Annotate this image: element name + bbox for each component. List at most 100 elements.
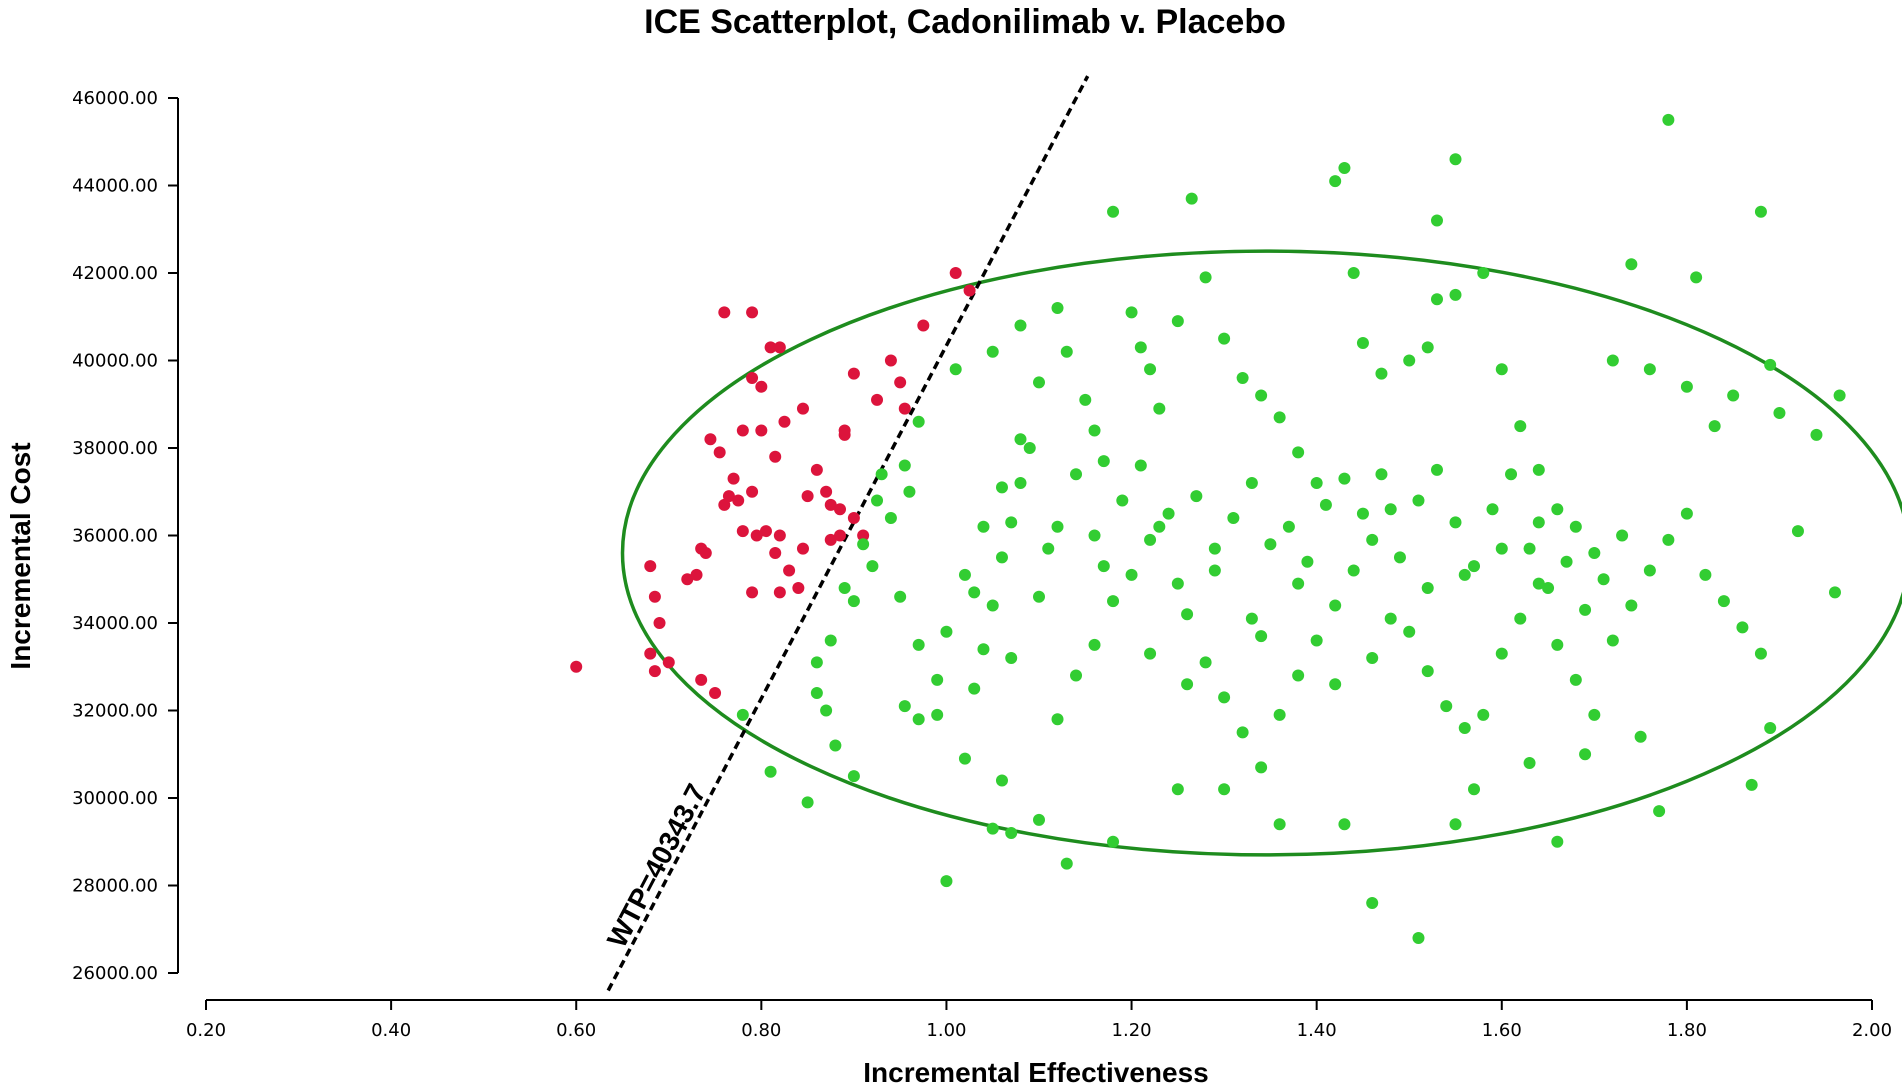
x-tick-label: 0.60 — [556, 1020, 596, 1041]
point-not-cost-effective — [792, 582, 805, 594]
point-cost-effective — [1764, 358, 1777, 371]
point-not-cost-effective — [764, 341, 777, 354]
x-tick-label: 1.60 — [1482, 1020, 1522, 1041]
x-tick-label: 1.40 — [1297, 1020, 1337, 1041]
point-cost-effective — [875, 468, 888, 481]
point-cost-effective — [1523, 542, 1536, 555]
point-cost-effective — [1375, 367, 1388, 380]
point-cost-effective — [1606, 354, 1619, 367]
point-cost-effective — [1125, 306, 1138, 319]
point-cost-effective — [884, 512, 897, 524]
point-cost-effective — [1634, 730, 1647, 743]
point-cost-effective — [1199, 271, 1212, 284]
point-cost-effective — [1810, 428, 1823, 441]
point-cost-effective — [986, 599, 999, 612]
point-cost-effective — [1218, 691, 1231, 704]
y-tick-label: 34000.00 — [72, 613, 158, 634]
point-cost-effective — [940, 875, 953, 888]
point-cost-effective — [1588, 547, 1601, 559]
x-tick-label: 1.00 — [926, 1020, 966, 1041]
point-cost-effective — [1495, 542, 1508, 555]
y-tick-label: 44000.00 — [72, 176, 158, 197]
point-not-cost-effective — [709, 687, 722, 699]
point-cost-effective — [912, 713, 925, 726]
point-cost-effective — [1033, 813, 1045, 826]
point-cost-effective — [986, 822, 999, 835]
point-cost-effective — [1273, 411, 1286, 424]
point-not-cost-effective — [838, 424, 851, 437]
point-cost-effective — [1255, 389, 1268, 402]
point-not-cost-effective — [746, 485, 759, 498]
point-cost-effective — [898, 459, 911, 472]
point-cost-effective — [1125, 568, 1138, 581]
point-not-cost-effective — [773, 586, 786, 599]
point-cost-effective — [1144, 533, 1157, 546]
point-cost-effective — [1218, 332, 1231, 345]
x-tick-label: 1.80 — [1667, 1020, 1707, 1041]
y-tick-label: 40000.00 — [72, 351, 158, 372]
point-cost-effective — [1033, 590, 1045, 603]
point-not-cost-effective — [704, 433, 717, 446]
point-cost-effective — [1005, 516, 1018, 529]
point-cost-effective — [1449, 288, 1462, 301]
point-cost-effective — [820, 704, 833, 717]
x-tick-label: 0.20 — [186, 1020, 226, 1041]
point-cost-effective — [1060, 857, 1073, 870]
point-cost-effective — [1754, 647, 1767, 660]
point-cost-effective — [1338, 818, 1351, 831]
point-not-cost-effective — [824, 498, 837, 511]
point-not-cost-effective — [718, 306, 731, 319]
point-cost-effective — [903, 485, 916, 498]
point-cost-effective — [829, 739, 842, 752]
point-cost-effective — [810, 687, 823, 699]
x-axis-ticks: 0.20 0.40 0.60 0.80 1.00 1.20 1.40 1.60 1.80 2.00 — [186, 1000, 1892, 1041]
chart-title: ICE Scatterplot, Cadonilimab v. Placebo — [644, 3, 1286, 41]
point-cost-effective — [1412, 932, 1425, 944]
point-not-cost-effective — [750, 529, 763, 542]
point-cost-effective — [1079, 393, 1092, 406]
point-cost-effective — [1532, 463, 1545, 476]
point-cost-effective — [1218, 783, 1231, 796]
point-not-cost-effective — [722, 490, 735, 503]
point-cost-effective — [1338, 472, 1351, 485]
point-cost-effective — [1310, 477, 1323, 489]
point-not-cost-effective — [857, 529, 870, 542]
point-cost-effective — [847, 770, 860, 783]
point-cost-effective — [1338, 162, 1351, 174]
point-not-cost-effective — [810, 463, 823, 476]
y-tick-label: 46000.00 — [72, 88, 158, 109]
point-cost-effective — [958, 752, 971, 765]
point-cost-effective — [1477, 267, 1490, 279]
points-layer — [570, 113, 1846, 944]
x-tick-label: 0.80 — [741, 1020, 781, 1041]
point-cost-effective — [912, 638, 925, 651]
point-cost-effective — [1690, 271, 1703, 284]
point-cost-effective — [1097, 560, 1110, 573]
point-cost-effective — [1449, 516, 1462, 529]
point-not-cost-effective — [796, 402, 809, 415]
point-not-cost-effective — [963, 284, 976, 297]
point-cost-effective — [1773, 407, 1786, 419]
point-cost-effective — [1329, 599, 1342, 612]
point-cost-effective — [949, 363, 962, 376]
point-cost-effective — [912, 415, 925, 428]
point-cost-effective — [1366, 897, 1379, 909]
point-not-cost-effective — [695, 673, 708, 686]
point-cost-effective — [1616, 529, 1629, 542]
point-cost-effective — [1764, 722, 1777, 734]
point-cost-effective — [1014, 477, 1027, 489]
point-cost-effective — [824, 634, 837, 647]
point-cost-effective — [1185, 192, 1198, 205]
point-cost-effective — [1070, 468, 1083, 481]
point-cost-effective — [1551, 638, 1564, 651]
point-not-cost-effective — [746, 306, 759, 319]
point-cost-effective — [1134, 459, 1147, 472]
point-not-cost-effective — [755, 380, 768, 393]
point-cost-effective — [1625, 599, 1638, 612]
point-cost-effective — [1532, 577, 1545, 590]
point-cost-effective — [1384, 612, 1397, 625]
point-cost-effective — [1551, 835, 1564, 848]
point-cost-effective — [1421, 582, 1434, 594]
y-tick-label: 38000.00 — [72, 438, 158, 459]
point-cost-effective — [1116, 494, 1129, 507]
